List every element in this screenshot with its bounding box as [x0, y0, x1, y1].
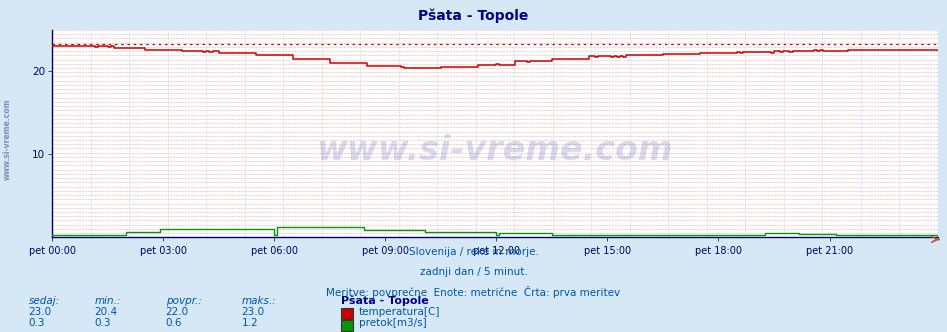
Text: Slovenija / reke in morje.: Slovenija / reke in morje. — [408, 247, 539, 257]
Text: 0.3: 0.3 — [28, 318, 45, 328]
Text: 23.0: 23.0 — [28, 307, 51, 317]
Text: 1.2: 1.2 — [241, 318, 259, 328]
Text: Meritve: povprečne  Enote: metrične  Črta: prva meritev: Meritve: povprečne Enote: metrične Črta:… — [327, 286, 620, 297]
Text: povpr.:: povpr.: — [166, 296, 202, 306]
Text: pretok[m3/s]: pretok[m3/s] — [359, 318, 427, 328]
Text: min.:: min.: — [95, 296, 121, 306]
Text: temperatura[C]: temperatura[C] — [359, 307, 440, 317]
Text: Pšata - Topole: Pšata - Topole — [419, 8, 528, 23]
Text: www.si-vreme.com: www.si-vreme.com — [3, 99, 12, 180]
Text: maks.:: maks.: — [241, 296, 277, 306]
Text: Pšata - Topole: Pšata - Topole — [341, 295, 429, 306]
Text: 0.6: 0.6 — [166, 318, 182, 328]
Text: www.si-vreme.com: www.si-vreme.com — [316, 134, 673, 167]
Text: zadnji dan / 5 minut.: zadnji dan / 5 minut. — [420, 267, 527, 277]
Text: sedaj:: sedaj: — [28, 296, 60, 306]
Text: 22.0: 22.0 — [166, 307, 188, 317]
Text: 23.0: 23.0 — [241, 307, 264, 317]
Text: 0.3: 0.3 — [95, 318, 111, 328]
Text: 20.4: 20.4 — [95, 307, 117, 317]
